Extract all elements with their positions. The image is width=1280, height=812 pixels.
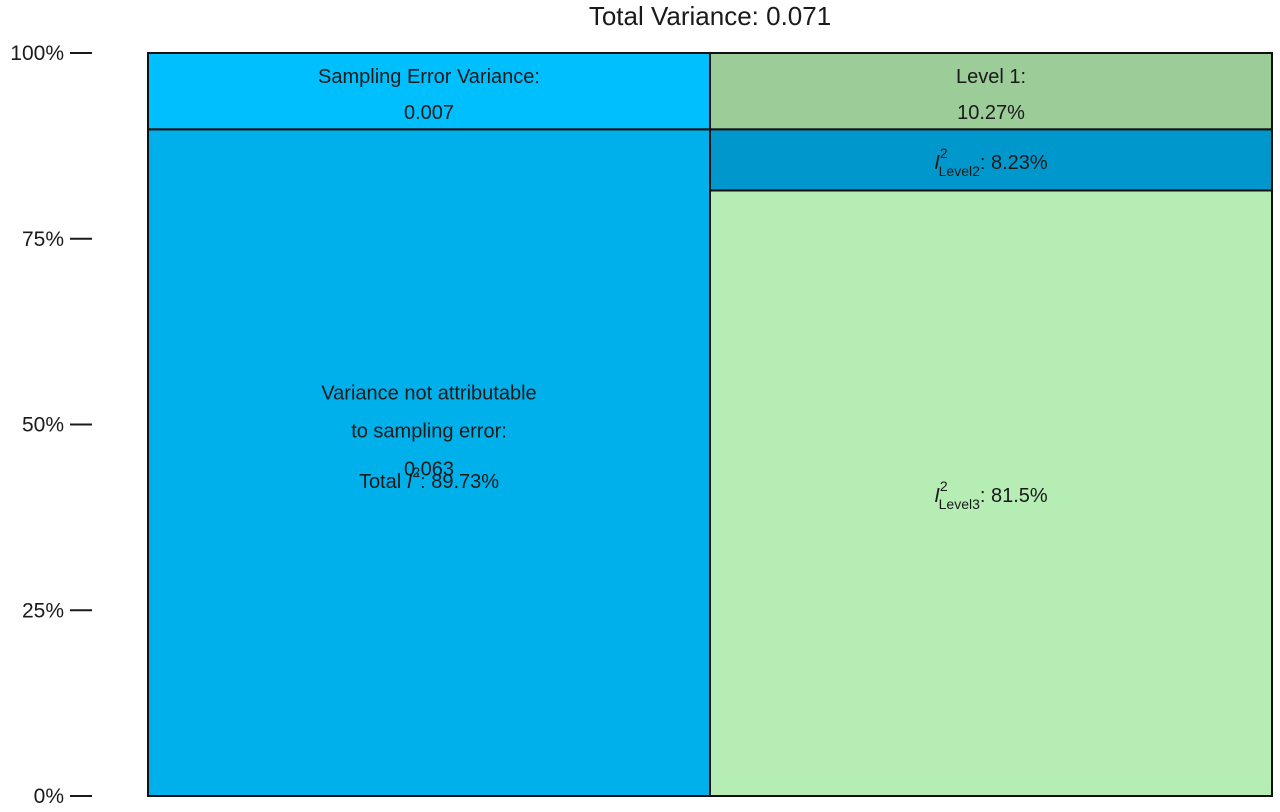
segment-i2-level3 [709,189,1273,797]
y-tick-label: 25% [22,599,64,622]
column-2: I2 Level3: 81.5% I2 Level2: 8.23% Level 1: 10… [709,52,1273,797]
segment-label: Total I2: 89.73% [359,464,499,493]
segment-label-line: 0.063 [404,459,454,481]
segment-label: I2 Level2: 8.23% [934,145,1048,179]
y-tick-label: 50% [22,414,64,437]
y-tick-label: 75% [22,228,64,251]
segment-label-line: Sampling Error Variance: [318,66,540,88]
segment-i2-level2 [709,128,1273,192]
chart-title: Total Variance: 0.071 [589,1,831,31]
segment-label-line: Level 1: [956,66,1026,88]
y-axis: 0% 25% 50% 75% 100% [10,42,92,808]
column-1: Variance not attributable to sampling err… [147,52,711,798]
y-tick-label: 0% [34,785,64,808]
segment-label-line: 0.007 [404,102,454,124]
stacked-columns: Variance not attributable to sampling err… [147,52,1273,798]
y-tick-label: 100% [10,42,64,65]
segment-level1 [709,52,1273,131]
segment-label-line: Variance not attributable [321,383,536,405]
segment-label-line: to sampling error: [351,421,507,443]
segment-sampling-error-variance [147,52,711,131]
segment-label-line: 10.27% [957,102,1025,124]
segment-label: I2 Level3: 81.5% [934,478,1048,512]
segment-variance-not-attributable [147,128,711,798]
